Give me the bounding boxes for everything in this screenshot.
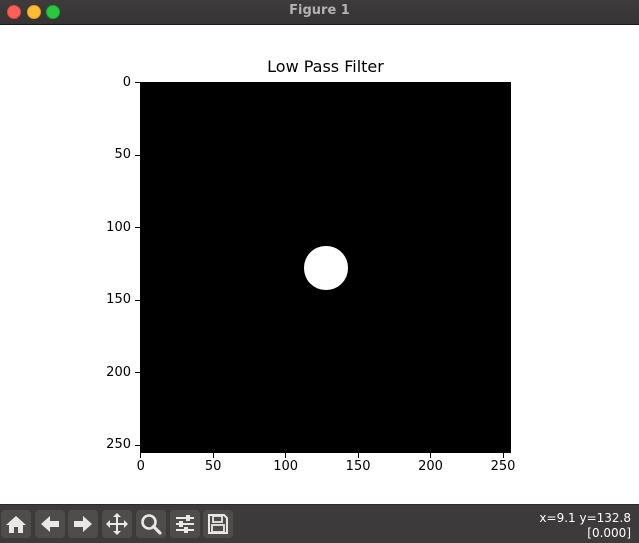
cursor-pixel-value: [0.000] — [587, 526, 631, 540]
x-tick-label: 200 — [418, 459, 443, 474]
floppy-disk-icon — [208, 514, 228, 534]
cursor-status: x=9.1 y=132.8 [0.000] — [539, 511, 631, 541]
navigation-toolbar: x=9.1 y=132.8 [0.000] — [0, 504, 639, 543]
x-tick-label: 50 — [204, 459, 222, 474]
x-tick-label: 100 — [273, 459, 299, 474]
y-tick-label: 50 — [114, 147, 131, 163]
back-button[interactable] — [35, 510, 65, 538]
zoom-button[interactable] — [136, 510, 166, 538]
filter-disk — [304, 246, 348, 290]
plot-title: Low Pass Filter — [267, 57, 384, 76]
x-tick-mark — [357, 453, 359, 458]
home-icon — [6, 516, 26, 533]
window-titlebar: Figure 1 — [0, 0, 639, 25]
y-tick-mark — [135, 444, 140, 446]
y-tick-mark — [135, 154, 140, 156]
window-title: Figure 1 — [289, 3, 350, 18]
cursor-coordinates: x=9.1 y=132.8 — [539, 511, 631, 525]
maximize-window-button[interactable] — [46, 5, 60, 19]
home-button[interactable] — [1, 510, 31, 538]
move-icon — [106, 513, 128, 535]
arrow-left-icon — [41, 516, 59, 532]
save-button[interactable] — [203, 510, 233, 538]
magnifier-icon — [141, 514, 162, 535]
close-window-button[interactable] — [7, 5, 21, 19]
x-tick-mark — [140, 453, 142, 458]
y-tick-mark — [135, 227, 140, 229]
x-tick-mark — [212, 453, 214, 458]
x-tick-label: 0 — [136, 459, 145, 474]
y-tick-mark — [135, 299, 140, 301]
y-tick-mark — [135, 82, 140, 84]
image-axes[interactable] — [140, 82, 511, 453]
configure-subplots-button[interactable] — [170, 510, 200, 538]
minimize-window-button[interactable] — [27, 5, 41, 19]
y-tick-mark — [135, 372, 140, 374]
x-tick-label: 150 — [345, 459, 371, 474]
sliders-icon — [176, 515, 194, 533]
y-tick-label: 0 — [122, 74, 131, 90]
pan-button[interactable] — [102, 510, 132, 538]
y-tick-label: 150 — [106, 292, 131, 308]
y-tick-label: 250 — [106, 437, 131, 453]
arrow-right-icon — [74, 516, 92, 532]
x-tick-mark — [285, 453, 287, 458]
y-tick-label: 100 — [106, 219, 131, 235]
forward-button[interactable] — [68, 510, 98, 538]
figure-canvas[interactable]: Low Pass Filter 0 50 100 150 200 250 0 50 100 150… — [0, 25, 639, 504]
y-tick-label: 200 — [106, 364, 131, 380]
x-tick-mark — [430, 453, 432, 458]
x-tick-label: 250 — [490, 459, 516, 474]
x-tick-mark — [502, 453, 504, 458]
